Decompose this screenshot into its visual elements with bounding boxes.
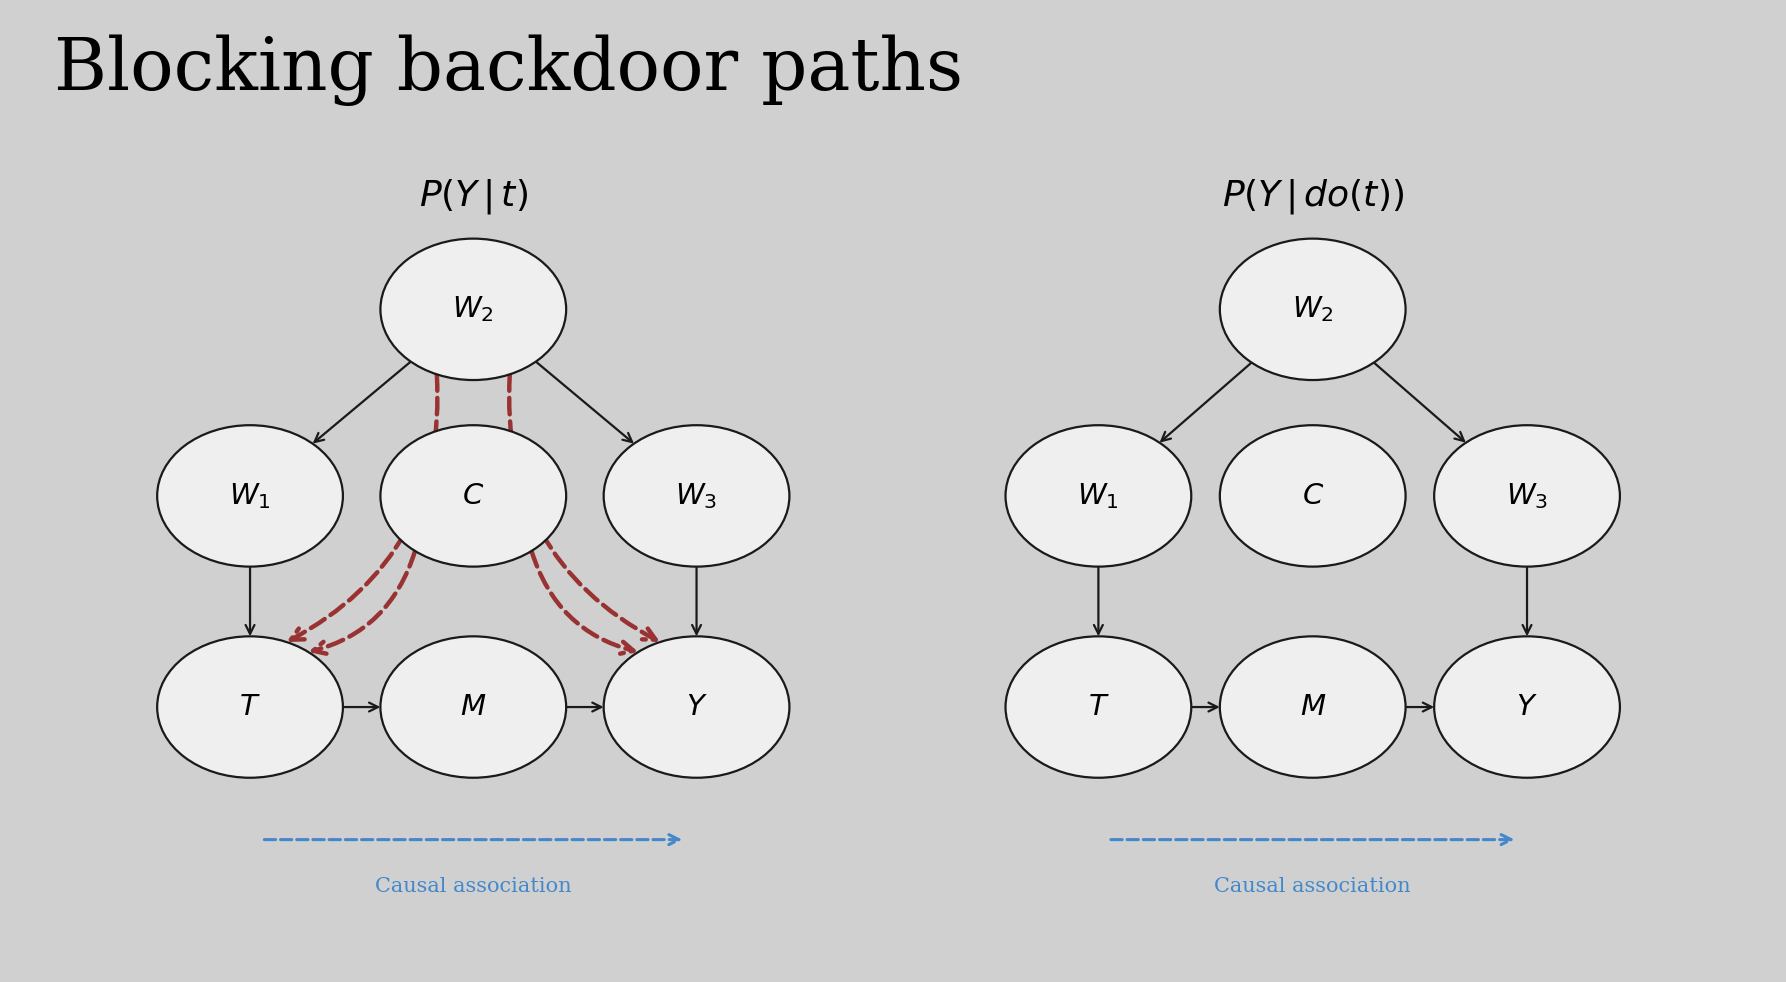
- Text: Blocking backdoor paths: Blocking backdoor paths: [54, 34, 963, 106]
- Ellipse shape: [157, 425, 343, 567]
- Ellipse shape: [1220, 636, 1406, 778]
- Text: $W_1$: $W_1$: [229, 481, 271, 511]
- Text: $M$: $M$: [461, 693, 486, 721]
- Ellipse shape: [380, 425, 566, 567]
- Ellipse shape: [380, 239, 566, 380]
- Text: $T$: $T$: [1088, 693, 1109, 721]
- Text: $Y$: $Y$: [1516, 693, 1538, 721]
- Text: $P(Y\,|\,do(t))$: $P(Y\,|\,do(t))$: [1222, 177, 1404, 216]
- Text: $P(Y\,|\,t)$: $P(Y\,|\,t)$: [420, 177, 527, 216]
- Ellipse shape: [1220, 239, 1406, 380]
- Text: $W_1$: $W_1$: [1077, 481, 1120, 511]
- Text: $T$: $T$: [239, 693, 261, 721]
- Text: Causal association: Causal association: [1214, 877, 1411, 896]
- Text: $C$: $C$: [1302, 482, 1323, 510]
- Text: $Y$: $Y$: [686, 693, 707, 721]
- Text: $M$: $M$: [1300, 693, 1325, 721]
- Ellipse shape: [604, 425, 789, 567]
- Ellipse shape: [604, 636, 789, 778]
- Ellipse shape: [1006, 425, 1191, 567]
- Ellipse shape: [1006, 636, 1191, 778]
- Text: $W_2$: $W_2$: [452, 295, 495, 324]
- Ellipse shape: [380, 636, 566, 778]
- Text: $C$: $C$: [463, 482, 484, 510]
- Text: $W_3$: $W_3$: [675, 481, 718, 511]
- Ellipse shape: [1434, 636, 1620, 778]
- Text: Causal association: Causal association: [375, 877, 572, 896]
- Ellipse shape: [1434, 425, 1620, 567]
- Ellipse shape: [157, 636, 343, 778]
- Text: $W_3$: $W_3$: [1506, 481, 1548, 511]
- Text: $W_2$: $W_2$: [1291, 295, 1334, 324]
- Ellipse shape: [1220, 425, 1406, 567]
